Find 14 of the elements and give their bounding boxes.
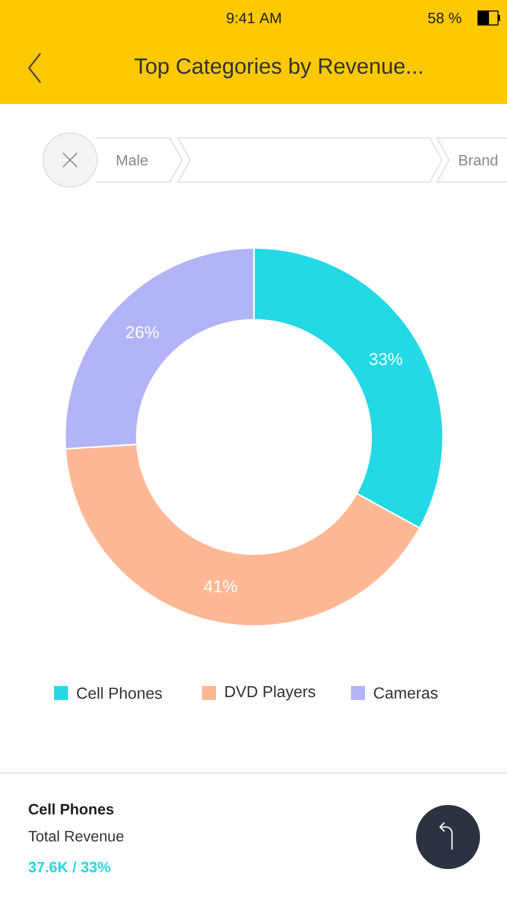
text: Male <box>116 154 148 166</box>
legend-label: DVD Players <box>226 686 316 700</box>
data-label: 26% <box>126 326 159 338</box>
text: 37.6K / 33% <box>28 861 110 873</box>
text: 58 % <box>428 12 462 24</box>
text: 9:41 AM <box>226 12 281 24</box>
text: Brand <box>459 154 498 166</box>
data-label: 41% <box>204 580 238 592</box>
text: Total Revenue <box>28 830 124 842</box>
chart-title: Top Categories by Revenue... <box>134 58 422 78</box>
legend-label: Cell Phones <box>77 687 162 699</box>
text: Cell Phones <box>28 803 114 814</box>
data-label: 33% <box>369 353 402 366</box>
legend-label: Cameras <box>374 687 438 699</box>
